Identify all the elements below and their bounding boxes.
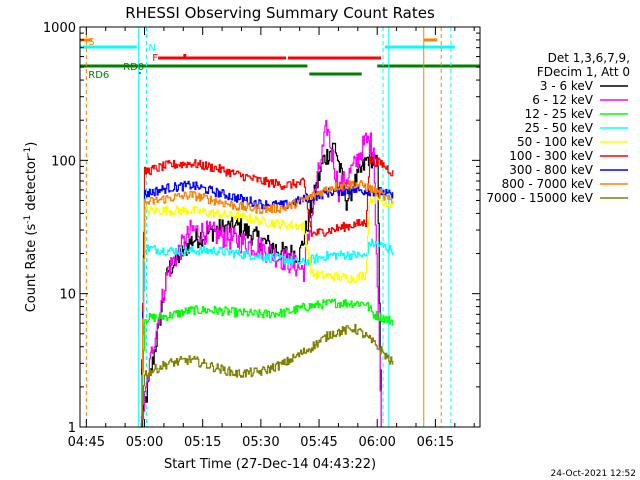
- series-line-6-12-kev: [140, 119, 382, 427]
- flag-rd6-dot: [138, 72, 141, 74]
- y-axis-label: Count Rate (s-1 detector-1): [23, 142, 39, 313]
- legend-label-25-50-kev: 25 - 50 keV: [525, 121, 594, 135]
- y-axis-label-main: Count Rate (s: [24, 224, 39, 313]
- legend: Det 1,3,6,7,9, FDecim 1, Att 0 3 - 6 keV…: [486, 51, 630, 205]
- x-tick-label-05-45: 05:45: [300, 435, 337, 450]
- legend-label-100-300-kev: 100 - 300 keV: [509, 149, 593, 163]
- x-tick-label-06-00: 06:00: [358, 435, 395, 450]
- legend-header-line1: Det 1,3,6,7,9,: [548, 51, 630, 65]
- series-line-12-25-kev: [140, 298, 394, 425]
- x-tick-label-05-15: 05:15: [184, 435, 221, 450]
- x-tick-label-05-00: 05:00: [126, 435, 163, 450]
- legend-label-3-6-kev: 3 - 6 keV: [540, 79, 594, 93]
- legend-header-line2: FDecim 1, Att 0: [537, 65, 630, 79]
- x-tick-label-04-45: 04:45: [68, 435, 105, 450]
- legend-label-800-7000-kev: 800 - 7000 keV: [502, 177, 594, 191]
- y-tick-label-100: 100: [51, 154, 76, 169]
- legend-label-50-100-kev: 50 - 100 keV: [517, 135, 594, 149]
- y-axis-label-sup2: -1: [23, 147, 33, 156]
- y-tick-label-10: 10: [59, 288, 76, 303]
- y-tick-label-1: 1: [68, 421, 76, 436]
- legend-label-7000-15000-kev: 7000 - 15000 keV: [486, 191, 593, 205]
- x-axis-label: Start Time (27-Dec-14 04:43:22): [164, 457, 376, 472]
- y-axis-label-mid: detector: [24, 155, 39, 215]
- series-line-300-800-kev: [140, 180, 394, 426]
- flag-label-f: F: [152, 53, 158, 64]
- y-axis-label-tail: ): [24, 142, 39, 147]
- legend-label-12-25-kev: 12 - 25 keV: [525, 107, 594, 121]
- series-line-100-300-kev: [140, 156, 394, 428]
- flag-f-dot: [183, 54, 187, 57]
- flag-label-rd6: RD6: [88, 70, 109, 81]
- flag-label-rd0: RD0: [123, 62, 144, 73]
- y-tick-label-1000: 1000: [43, 21, 76, 36]
- x-tick-label-05-30: 05:30: [242, 435, 279, 450]
- series-line-800-7000-kev: [140, 180, 394, 425]
- x-tick-label-06-15: 06:15: [417, 435, 454, 450]
- chart-title: RHESSI Observing Summary Count Rates: [125, 4, 435, 22]
- legend-label-300-800-kev: 300 - 800 keV: [509, 163, 593, 177]
- legend-label-6-12-kev: 6 - 12 keV: [532, 93, 594, 107]
- flag-label-n: N: [148, 43, 155, 54]
- axes-layer: 1 10 100 1000 04:45 05:00 05:15 05:30 05:45 06:00…: [43, 21, 480, 450]
- footer-date: 24-Oct-2021 12:52: [551, 469, 636, 479]
- series-line-7000-15000-kev: [140, 323, 394, 428]
- data-layer: S NF RD0 RD6: [80, 27, 480, 428]
- series-line-25-50-kev: [140, 238, 394, 427]
- y-axis-label-sup1: -1: [23, 215, 33, 224]
- series-line-50-100-kev: [140, 193, 394, 424]
- flag-label-s: S: [88, 37, 94, 48]
